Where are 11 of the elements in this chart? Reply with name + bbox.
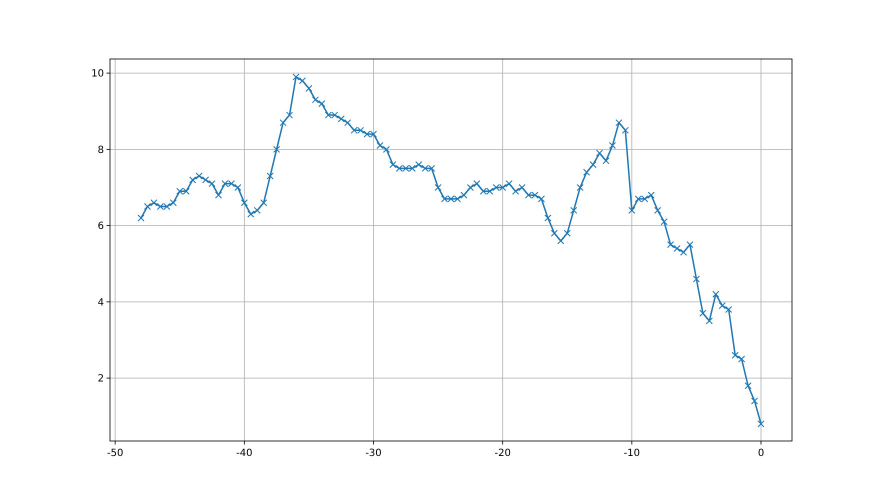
x-tick-label: -40 (236, 448, 253, 459)
x-tick-label: -10 (624, 448, 640, 459)
x-tick-label: 0 (758, 448, 764, 459)
x-tick-label: -30 (365, 448, 382, 459)
y-tick-label: 8 (98, 144, 104, 156)
y-tick-label: 4 (98, 297, 104, 308)
x-tick-label: -20 (494, 448, 511, 459)
x-tick-label: -50 (106, 448, 124, 459)
y-tick-label: 10 (91, 68, 104, 80)
y-tick-label: 6 (98, 221, 104, 232)
y-tick-label: 2 (98, 374, 104, 385)
